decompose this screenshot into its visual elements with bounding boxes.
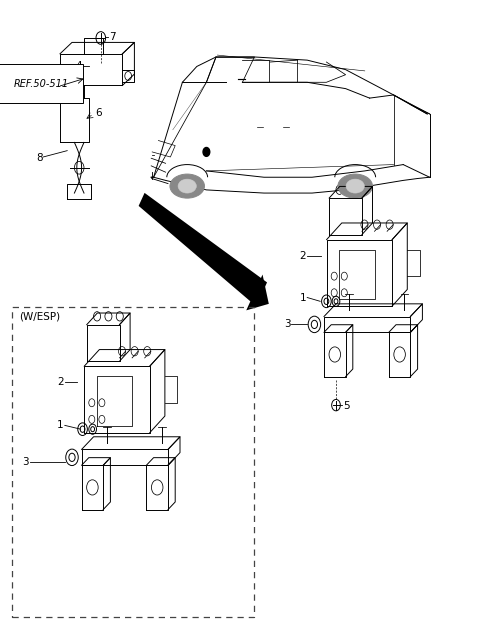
Text: (W/ESP): (W/ESP): [19, 311, 60, 322]
Text: 7: 7: [109, 32, 116, 42]
Bar: [12, 307, 254, 617]
Circle shape: [203, 147, 210, 156]
Text: 5: 5: [343, 401, 350, 411]
Polygon shape: [139, 193, 267, 306]
Polygon shape: [246, 275, 269, 310]
Text: 3: 3: [22, 457, 29, 467]
Text: 1: 1: [300, 292, 306, 303]
Text: 4: 4: [75, 61, 82, 72]
Text: 2: 2: [57, 377, 64, 387]
Text: 3: 3: [284, 319, 290, 329]
Text: 8: 8: [36, 153, 43, 163]
Text: REF.50-511: REF.50-511: [13, 78, 69, 89]
Ellipse shape: [346, 179, 364, 193]
Text: 6: 6: [95, 108, 102, 118]
Ellipse shape: [338, 174, 372, 198]
Ellipse shape: [170, 174, 204, 198]
Text: 2: 2: [300, 251, 306, 261]
Text: 1: 1: [57, 420, 64, 430]
Ellipse shape: [178, 179, 196, 193]
